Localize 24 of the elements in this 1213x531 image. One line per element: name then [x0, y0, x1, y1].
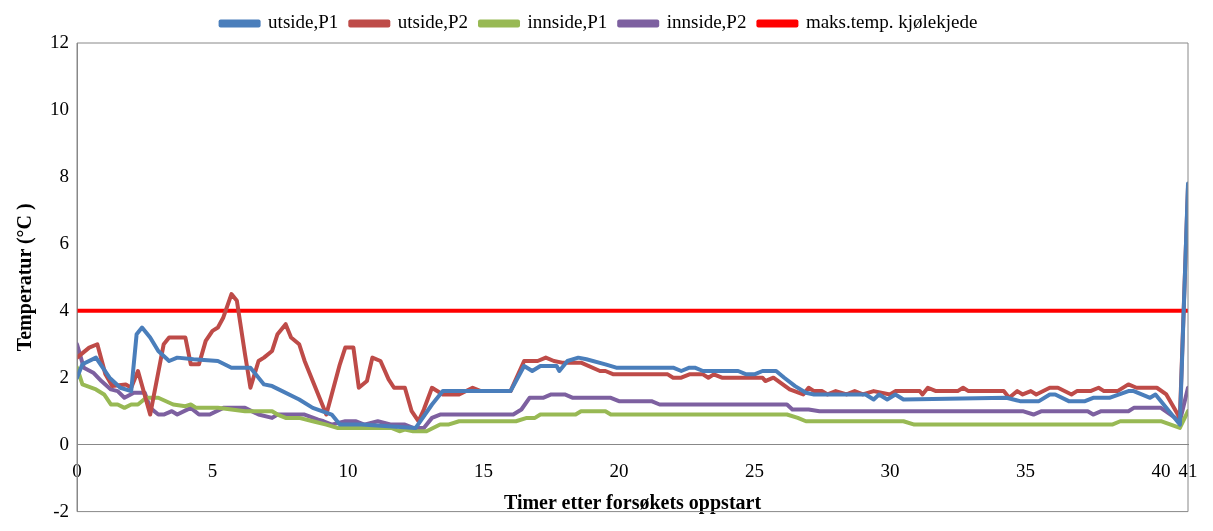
legend-label: utside,P2	[397, 11, 469, 33]
y-tick-label: 4	[59, 298, 70, 320]
x-axis-title: Timer etter forsøkets oppstart	[503, 490, 762, 514]
legend-label: utside,P1	[268, 11, 339, 33]
y-tick-label: -2	[53, 499, 69, 521]
y-tick-label: 12	[50, 30, 69, 52]
x-tick-label: 5	[207, 460, 218, 482]
x-tick-label: 15	[473, 460, 493, 482]
x-tick-label: 41	[1178, 460, 1198, 482]
legend-label: innside,P1	[527, 11, 608, 33]
x-tick-label: 25	[744, 460, 764, 482]
x-tick-label: 35	[1015, 460, 1035, 482]
y-axis-title: Temperatur (°C )	[13, 203, 37, 352]
legend-label: innside,P2	[666, 11, 747, 33]
x-tick-label: 20	[609, 460, 629, 482]
x-tick-label: 30	[880, 460, 900, 482]
legend-label: maks.temp. kjølekjede	[805, 11, 978, 33]
y-tick-label: 10	[50, 97, 69, 119]
x-tick-label: 10	[338, 460, 358, 482]
y-tick-label: 0	[59, 432, 69, 454]
y-tick-label: 2	[59, 365, 69, 387]
y-tick-label: 8	[59, 164, 69, 186]
x-tick-label: 40	[1151, 460, 1171, 482]
y-tick-label: 6	[59, 231, 69, 253]
